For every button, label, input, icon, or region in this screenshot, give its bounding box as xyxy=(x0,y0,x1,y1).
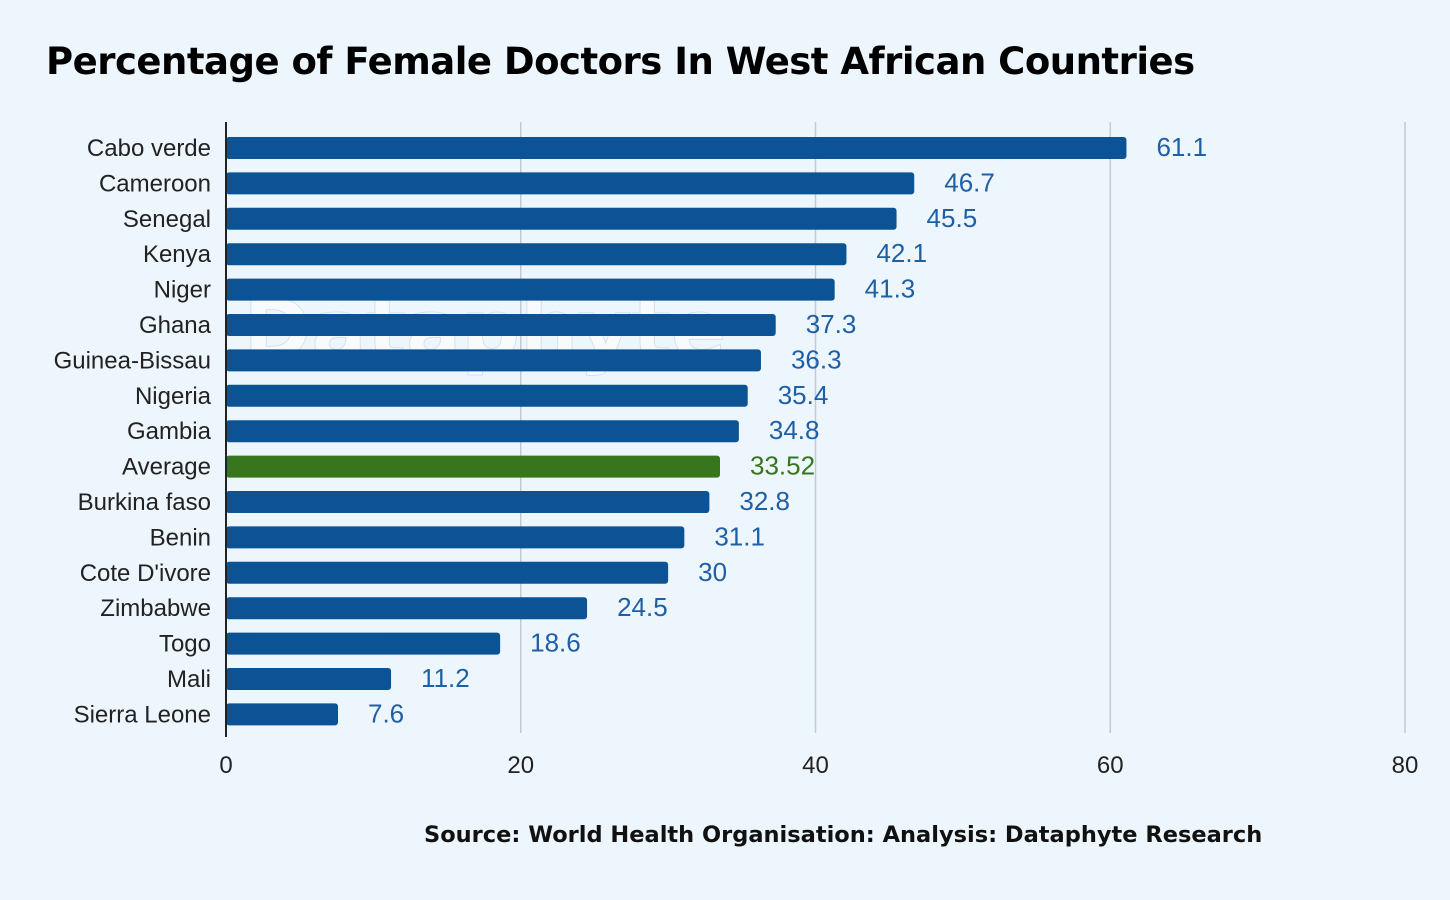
category-label: Cote D'ivore xyxy=(80,560,211,587)
data-label: 36.3 xyxy=(791,344,842,374)
data-label: 35.4 xyxy=(778,380,829,410)
category-label: Kenya xyxy=(143,241,212,268)
data-label: 33.52 xyxy=(750,451,815,481)
category-label: Benin xyxy=(150,524,211,551)
bar xyxy=(226,632,501,655)
source-note: Source: World Health Organisation: Analy… xyxy=(424,822,1263,848)
data-label: 46.7 xyxy=(944,167,995,197)
bar xyxy=(226,491,710,513)
bar xyxy=(226,455,721,478)
data-label: 11.2 xyxy=(421,663,470,693)
chart-title: Percentage of Female Doctors In West Afr… xyxy=(46,40,1195,83)
bar xyxy=(226,172,915,195)
bar xyxy=(226,703,339,726)
data-label: 31.1 xyxy=(714,521,765,551)
bar xyxy=(226,668,392,690)
category-label: Cameroon xyxy=(99,170,211,197)
bar xyxy=(226,243,847,266)
x-tick-label: 80 xyxy=(1392,752,1419,779)
category-label: Guinea-Bissau xyxy=(54,347,211,374)
x-tick-label: 40 xyxy=(802,752,829,779)
category-label: Niger xyxy=(154,277,211,304)
x-tick-label: 60 xyxy=(1097,752,1124,779)
data-label: 61.1 xyxy=(1156,132,1207,162)
category-label: Cabo verde xyxy=(87,135,211,162)
data-label: 7.6 xyxy=(368,698,404,728)
category-label: Mali xyxy=(167,666,211,693)
category-label: Burkina faso xyxy=(78,489,211,516)
bar xyxy=(226,207,897,230)
data-label: 41.3 xyxy=(865,274,916,304)
bar xyxy=(226,278,835,301)
bar xyxy=(226,420,739,443)
category-label: Nigeria xyxy=(135,383,212,410)
data-label: 30 xyxy=(698,557,727,587)
category-label: Senegal xyxy=(123,206,211,233)
x-tick-label: 0 xyxy=(219,752,232,779)
bar xyxy=(226,137,1127,159)
x-tick-label: 20 xyxy=(507,752,534,779)
category-label: Zimbabwe xyxy=(100,595,211,622)
bar xyxy=(226,384,748,407)
category-label: Average xyxy=(122,454,211,481)
bar xyxy=(226,349,761,372)
data-label: 42.1 xyxy=(876,238,927,268)
data-label: 37.3 xyxy=(806,309,857,339)
data-label: 34.8 xyxy=(769,415,820,445)
data-label: 32.8 xyxy=(739,486,790,516)
bar xyxy=(226,314,776,336)
data-label: 18.6 xyxy=(530,628,581,658)
category-label: Gambia xyxy=(127,418,212,445)
category-label: Sierra Leone xyxy=(74,701,211,728)
category-label: Ghana xyxy=(139,312,212,339)
data-label: 24.5 xyxy=(617,592,668,622)
bar xyxy=(226,561,669,584)
bar xyxy=(226,526,685,549)
bar xyxy=(226,597,588,620)
data-label: 45.5 xyxy=(927,203,978,233)
category-label: Togo xyxy=(159,631,211,658)
